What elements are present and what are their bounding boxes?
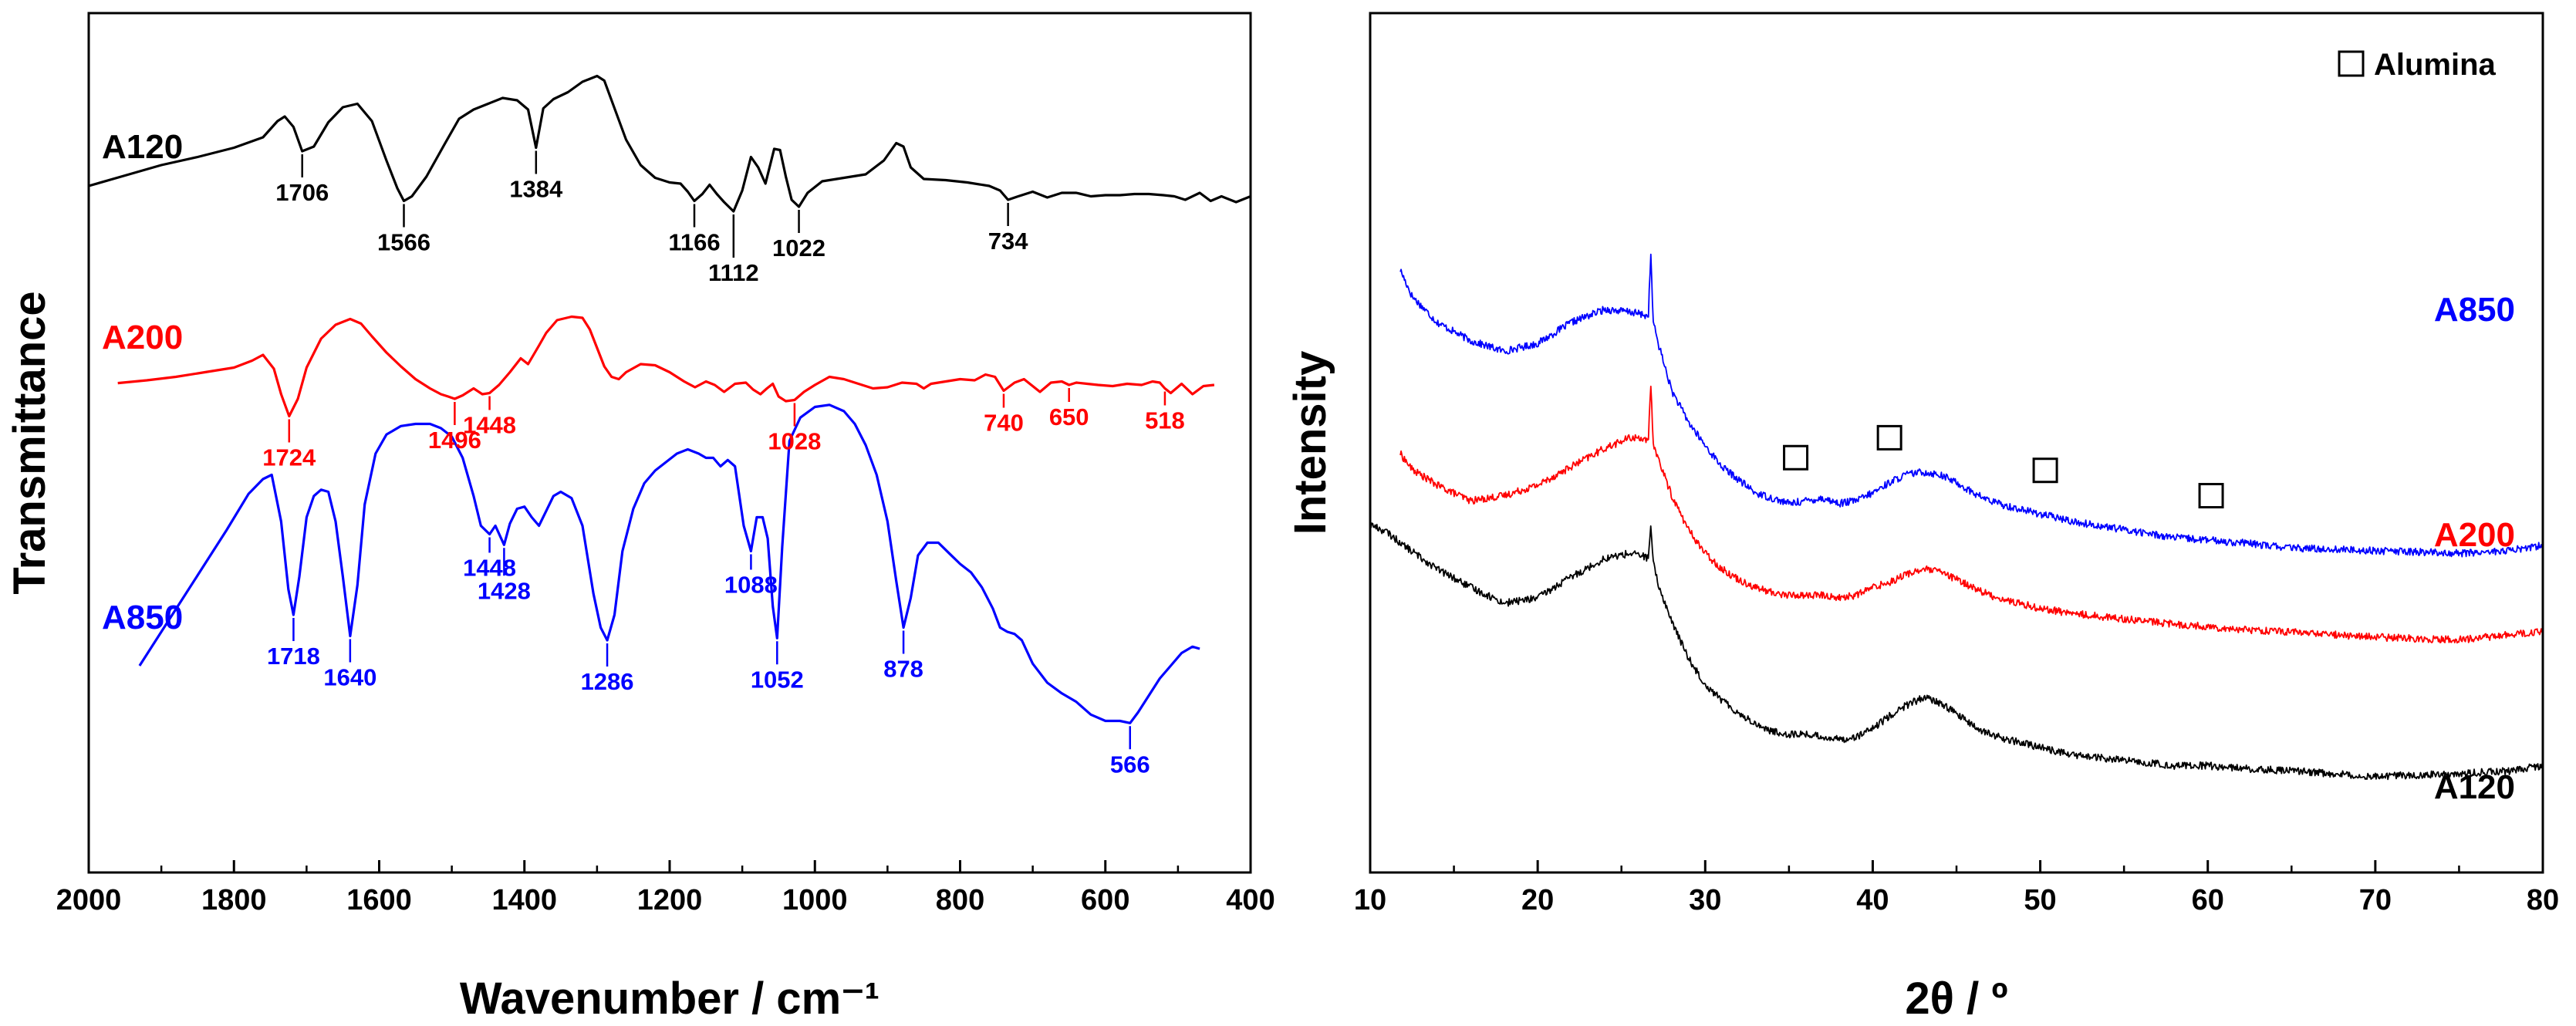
x-tick-label: 1200 <box>637 884 703 916</box>
ftir-label-a850: A850 <box>102 599 183 636</box>
xrd-legend: Alumina <box>2338 48 2497 82</box>
x-tick-label: 1800 <box>201 884 267 916</box>
peak-label: 1718 <box>267 643 320 670</box>
ftir-label-a200: A200 <box>102 319 183 356</box>
x-tick-label: 800 <box>936 884 984 916</box>
peak-label: 1448 <box>463 412 516 439</box>
peak-annotation: 566 <box>1110 726 1150 778</box>
peak-annotation: 1448 <box>463 537 516 582</box>
peak-annotation: 1448 <box>463 396 516 439</box>
peak-label: 1640 <box>323 664 376 691</box>
peak-annotation: 1566 <box>377 204 430 256</box>
xrd-x-axis-title: 2θ / º <box>1905 974 2007 1024</box>
peak-annotation: 1640 <box>323 639 376 691</box>
peak-label: 878 <box>883 656 923 683</box>
xrd-x-ticks: 10 20 30 40 50 60 70 80 <box>1354 860 2559 916</box>
xrd-label-a200: A200 <box>2434 516 2515 554</box>
xrd-y-axis-title: Intensity <box>1285 351 1335 535</box>
x-tick-label: 1600 <box>346 884 412 916</box>
peak-annotation: 1166 <box>668 204 721 256</box>
ftir-traces <box>88 74 1251 724</box>
xrd-trace-a120 <box>1369 522 2544 781</box>
x-tick-label: 80 <box>2527 884 2559 916</box>
xrd-trace-a850 <box>1399 253 2544 558</box>
peak-annotation: 1718 <box>267 618 320 670</box>
peak-annotation: 740 <box>984 393 1024 437</box>
alumina-legend-label: Alumina <box>2374 48 2497 82</box>
peak-annotation: 1088 <box>724 554 778 599</box>
x-tick-label: 70 <box>2359 884 2392 916</box>
peak-annotation: 1052 <box>751 641 804 693</box>
x-tick-label: 1400 <box>491 884 557 916</box>
ftir-series-labels: A120 A200 A850 <box>102 128 183 636</box>
peak-label: 1028 <box>768 428 821 455</box>
peak-label: 1724 <box>262 444 316 471</box>
ftir-trace-a120 <box>88 74 1251 213</box>
x-tick-label: 30 <box>1689 884 1721 916</box>
ftir-label-a120: A120 <box>102 128 183 166</box>
peak-label: 518 <box>1145 407 1185 434</box>
x-tick-label: 10 <box>1354 884 1386 916</box>
alumina-peak-marker <box>1783 444 1809 471</box>
alumina-peak-marker <box>2198 483 2224 509</box>
peak-label: 1384 <box>509 176 563 203</box>
peak-label: 734 <box>988 228 1028 255</box>
xrd-panel: A850 A200 A120 Alumina 10 20 30 40 50 60 70 80 … <box>1285 12 2559 1024</box>
peak-annotation: 1384 <box>509 150 563 203</box>
peak-label: 1088 <box>724 572 778 599</box>
x-tick-label: 40 <box>1856 884 1889 916</box>
xrd-trace-a200 <box>1399 385 2544 644</box>
peak-label: 650 <box>1049 403 1089 430</box>
xrd-alumina-markers <box>1783 424 2224 509</box>
x-tick-label: 50 <box>2024 884 2056 916</box>
ftir-y-axis-title: Transmittance <box>5 291 55 594</box>
peak-label: 1448 <box>463 555 516 582</box>
peak-annotation: 734 <box>988 203 1028 255</box>
alumina-peak-marker <box>2032 457 2058 484</box>
peak-annotation: 1286 <box>581 643 634 695</box>
peak-annotation: 878 <box>883 630 923 683</box>
peak-label: 740 <box>984 410 1024 437</box>
x-tick-label: 400 <box>1226 884 1274 916</box>
xrd-label-a850: A850 <box>2434 291 2515 329</box>
peak-label: 1166 <box>668 229 720 256</box>
peak-label: 1428 <box>478 577 531 604</box>
peak-annotation: 1706 <box>275 154 329 206</box>
peak-label: 1052 <box>751 666 804 693</box>
peak-annotation: 1022 <box>772 210 825 262</box>
peak-label: 1112 <box>708 259 759 286</box>
x-tick-label: 2000 <box>56 884 122 916</box>
xrd-label-a120: A120 <box>2434 768 2515 806</box>
peak-annotation: 1724 <box>262 419 316 471</box>
peak-label: 566 <box>1110 751 1150 778</box>
peak-label: 1022 <box>772 235 825 262</box>
ftir-x-axis-title: Wavenumber / cm⁻¹ <box>460 974 879 1024</box>
peak-label: 1286 <box>581 668 634 695</box>
x-tick-label: 60 <box>2192 884 2224 916</box>
peak-annotation: 1028 <box>768 403 821 455</box>
peak-label: 1706 <box>275 179 329 206</box>
x-tick-label: 1000 <box>782 884 848 916</box>
peak-annotation: 650 <box>1049 388 1089 430</box>
peak-label: 1496 <box>428 427 481 454</box>
x-tick-label: 20 <box>1521 884 1554 916</box>
peak-label: 1566 <box>377 229 430 256</box>
peak-annotation: 1428 <box>478 548 531 604</box>
ftir-trace-a200 <box>117 315 1215 418</box>
peak-annotation: 1112 <box>708 214 759 286</box>
xrd-plot-frame <box>1369 12 2544 874</box>
ftir-trace-a850 <box>138 403 1200 724</box>
xrd-series-labels: A850 A200 A120 <box>2434 291 2515 806</box>
x-tick-label: 600 <box>1081 884 1129 916</box>
peak-annotation: 518 <box>1145 391 1185 434</box>
alumina-peak-marker <box>1876 424 1902 451</box>
ftir-plot-frame <box>87 12 1252 874</box>
alumina-legend-marker <box>2338 50 2365 77</box>
peak-annotation: 1496 <box>428 402 481 454</box>
xrd-traces <box>1369 253 2544 781</box>
